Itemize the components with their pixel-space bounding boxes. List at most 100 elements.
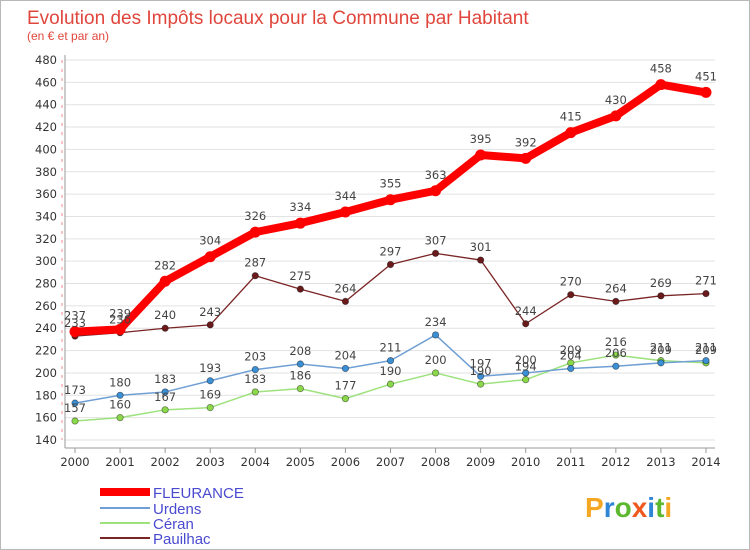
data-label: 275 bbox=[289, 269, 311, 283]
legend-item: Urdens bbox=[100, 501, 201, 518]
data-label: 415 bbox=[560, 110, 582, 124]
y-tick-label: 460 bbox=[35, 75, 57, 89]
label-layer: 233 236 240 243 287 275 264 297 307 301 244 270 264 2… bbox=[64, 62, 717, 415]
data-label: 363 bbox=[425, 168, 447, 182]
x-tick-label: 2006 bbox=[331, 455, 360, 469]
data-label: 451 bbox=[695, 69, 717, 83]
y-tick-label: 280 bbox=[35, 277, 57, 291]
data-label: 326 bbox=[244, 209, 266, 223]
series-fleurance bbox=[69, 79, 712, 338]
data-label: 160 bbox=[109, 398, 131, 412]
legend-item: Pauilhac bbox=[100, 531, 211, 548]
data-label: 395 bbox=[470, 132, 492, 146]
data-point bbox=[294, 217, 306, 229]
data-label: 269 bbox=[650, 276, 672, 290]
data-point bbox=[341, 297, 350, 306]
data-point bbox=[249, 226, 261, 238]
data-point bbox=[477, 256, 485, 264]
series-céran bbox=[71, 351, 710, 425]
data-point bbox=[71, 399, 79, 407]
data-point bbox=[384, 194, 396, 206]
x-tick-label: 2002 bbox=[150, 455, 179, 469]
legend-label: FLEURANCE bbox=[153, 485, 244, 502]
data-label: 177 bbox=[334, 379, 356, 393]
data-point bbox=[612, 351, 620, 359]
data-point bbox=[567, 291, 575, 299]
y-tick-label: 160 bbox=[35, 411, 57, 425]
x-tick-label: 2014 bbox=[691, 455, 720, 469]
data-point bbox=[251, 388, 259, 396]
data-point bbox=[702, 357, 710, 365]
data-label: 211 bbox=[695, 341, 717, 355]
data-label: 287 bbox=[244, 256, 266, 270]
logo-letter: x bbox=[632, 492, 648, 523]
y-tick-label: 440 bbox=[35, 98, 57, 112]
data-label: 190 bbox=[470, 364, 492, 378]
data-label: 430 bbox=[605, 93, 627, 107]
x-tick-label: 2008 bbox=[421, 455, 450, 469]
data-label: 264 bbox=[605, 281, 627, 295]
data-point bbox=[341, 395, 350, 403]
data-label: 183 bbox=[154, 372, 176, 386]
x-tick-label: 2001 bbox=[105, 455, 134, 469]
data-label: 211 bbox=[650, 341, 672, 355]
data-point bbox=[655, 79, 667, 91]
data-point bbox=[657, 292, 665, 300]
data-point bbox=[116, 391, 124, 399]
y-tick-label: 140 bbox=[35, 433, 57, 447]
data-point bbox=[520, 152, 532, 164]
data-point bbox=[161, 388, 169, 396]
data-point bbox=[71, 417, 79, 425]
data-point bbox=[114, 323, 126, 335]
y-tick-label: 260 bbox=[35, 299, 57, 313]
data-label: 234 bbox=[425, 315, 447, 329]
legend-label: Céran bbox=[153, 516, 194, 533]
data-point bbox=[522, 320, 530, 328]
logo-letter: i bbox=[647, 492, 655, 523]
y-tick-label: 240 bbox=[35, 321, 57, 335]
data-point bbox=[206, 321, 214, 329]
data-label: 264 bbox=[334, 281, 356, 295]
data-label: 355 bbox=[380, 177, 402, 191]
data-point bbox=[386, 260, 395, 269]
data-label: 204 bbox=[334, 348, 356, 362]
series-layer bbox=[69, 79, 712, 425]
logo-letter: o bbox=[615, 492, 632, 523]
data-point bbox=[702, 289, 710, 298]
logo-letter: r bbox=[604, 492, 615, 523]
x-tick-label: 2004 bbox=[241, 455, 270, 469]
data-point bbox=[296, 360, 304, 368]
data-point bbox=[612, 362, 620, 370]
data-label: 193 bbox=[199, 361, 221, 375]
data-label: 204 bbox=[560, 348, 582, 362]
y-tick-label: 200 bbox=[35, 366, 57, 380]
data-label: 208 bbox=[289, 344, 311, 358]
y-tick-label: 180 bbox=[35, 388, 57, 402]
axis-layer: 140 160 180 200 220 240 260 280 300 320 340 360 380 4… bbox=[35, 53, 721, 469]
y-tick-label: 220 bbox=[35, 344, 57, 358]
data-label: 157 bbox=[64, 401, 86, 415]
legend-label: Urdens bbox=[153, 501, 201, 518]
logo-text: Proxiti bbox=[585, 492, 672, 523]
series-urdens bbox=[71, 331, 710, 407]
data-point bbox=[610, 110, 622, 122]
legend-item: FLEURANCE bbox=[100, 485, 244, 502]
data-point bbox=[296, 384, 304, 393]
data-label: 240 bbox=[154, 308, 176, 322]
data-label: 211 bbox=[380, 341, 402, 355]
data-label: 200 bbox=[515, 353, 537, 367]
series-pauilhac bbox=[71, 249, 710, 340]
data-label: 186 bbox=[289, 369, 311, 383]
x-tick-label: 2000 bbox=[60, 455, 89, 469]
data-label: 458 bbox=[650, 62, 672, 76]
y-tick-label: 480 bbox=[35, 53, 57, 67]
data-point bbox=[69, 326, 81, 338]
y-tick-label: 360 bbox=[35, 187, 57, 201]
data-label: 216 bbox=[605, 335, 627, 349]
data-label: 237 bbox=[64, 309, 86, 323]
data-point bbox=[565, 127, 577, 139]
data-label: 297 bbox=[380, 245, 402, 259]
chart-subtitle: (en € et par an) bbox=[27, 29, 109, 43]
y-tick-label: 420 bbox=[35, 120, 57, 134]
data-label: 209 bbox=[695, 343, 717, 357]
